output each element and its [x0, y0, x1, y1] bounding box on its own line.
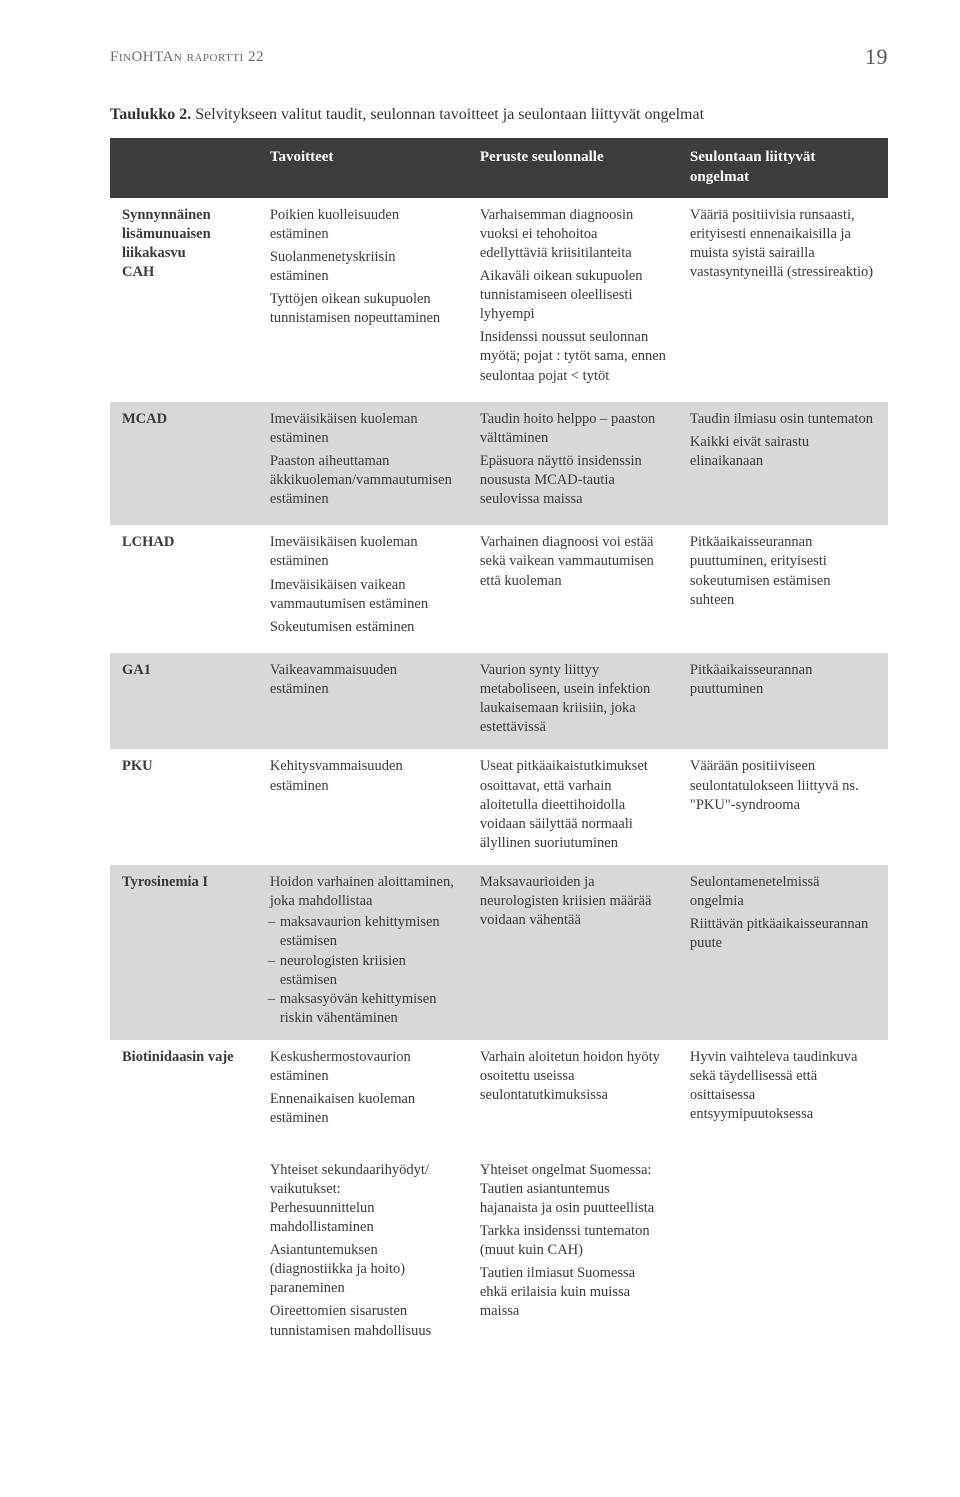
cell-tavoitteet: Poikien kuolleisuuden estäminen Suolanme…: [258, 198, 468, 402]
row-tyrosinemia: Tyrosinemia I Hoidon varhainen aloittami…: [110, 865, 888, 1040]
lead-text: Hoidon varhainen aloittaminen, joka mahd…: [270, 873, 456, 911]
list-item: Asiantuntemuksen (diagnostiikka ja hoito…: [270, 1241, 456, 1298]
list-item: Tyttöjen oikean sukupuolen tunnistamisen…: [270, 290, 456, 328]
cell-peruste: Yhteiset ongelmat Suomessa: Tautien asia…: [468, 1145, 678, 1357]
running-title: FinOHTAn raportti 22: [110, 49, 264, 66]
cell-name: Synnynnäinen lisämunuaisen liikakasvu CA…: [110, 198, 258, 402]
list-item: Tarkka insidenssi tuntematon (muut kuin …: [480, 1222, 666, 1260]
cell-name: PKU: [110, 749, 258, 865]
col-tavoitteet: Tavoitteet: [258, 138, 468, 198]
list-item: Seulontamenetelmissä ongelmia: [690, 873, 876, 911]
col-ongelmat: Seulontaan liittyvät ongelmat: [678, 138, 888, 198]
cell-peruste: Varhaisemman diagnoosin vuoksi ei tehoho…: [468, 198, 678, 402]
cell-ongelmat: [678, 1145, 888, 1357]
caption-text: Selvitykseen valitut taudit, seulonnan t…: [195, 106, 704, 123]
cell-ongelmat: Väärään positiiviseen seulontatulokseen …: [678, 749, 888, 865]
list-item: Imeväisikäisen kuoleman estäminen: [270, 533, 456, 571]
list-item: Taudin hoito helppo – paaston välttämine…: [480, 410, 666, 448]
list-item: neurologisten kriisien estämisen: [280, 952, 456, 990]
table-header-row: Tavoitteet Peruste seulonnalle Seulontaa…: [110, 138, 888, 198]
row-cah: Synnynnäinen lisämunuaisen liikakasvu CA…: [110, 198, 888, 402]
screening-table: Tavoitteet Peruste seulonnalle Seulontaa…: [110, 138, 888, 1357]
page: FinOHTAn raportti 22 19 Taulukko 2. Selv…: [0, 0, 960, 1497]
cell-name: [110, 1145, 258, 1357]
list-item: maksavaurion kehittymisen estämisen: [280, 913, 456, 951]
cell-peruste: Taudin hoito helppo – paaston välttämine…: [468, 402, 678, 526]
label: Synnynnäinen: [122, 206, 246, 225]
list-item: Tautien ilmiasut Suomessa ehkä erilaisia…: [480, 1264, 666, 1321]
caption-label: Taulukko 2.: [110, 106, 191, 123]
cell-tavoitteet: Yhteiset sekundaarihyödyt/ vaikutukset: …: [258, 1145, 468, 1357]
label: CAH: [122, 263, 246, 282]
cell-ongelmat: Seulontamenetelmissä ongelmia Riittävän …: [678, 865, 888, 1040]
cell-peruste: Varhainen diagnoosi voi estää sekä vaike…: [468, 525, 678, 653]
cell-peruste: Vaurion synty liittyy metaboliseen, usei…: [468, 653, 678, 750]
list-item: Ennenaikaisen kuoleman estäminen: [270, 1090, 456, 1128]
cell-tavoitteet: Imeväisikäisen kuoleman estäminen Paasto…: [258, 402, 468, 526]
list-item: Aikaväli oikean sukupuolen tunnistamisee…: [480, 267, 666, 324]
cell-ongelmat: Pitkäaikaisseurannan puuttuminen: [678, 653, 888, 750]
cell-tavoitteet: Imeväisikäisen kuoleman estäminen Imeväi…: [258, 525, 468, 653]
list-item: Varhaisemman diagnoosin vuoksi ei tehoho…: [480, 206, 666, 263]
cell-name: GA1: [110, 653, 258, 750]
row-ga1: GA1 Vaikeavammaisuuden estäminen Vaurion…: [110, 653, 888, 750]
list-item: Kaikki eivät sairastu elinaikanaan: [690, 433, 876, 471]
list-item: Poikien kuolleisuuden estäminen: [270, 206, 456, 244]
cell-name: LCHAD: [110, 525, 258, 653]
list-item: Paaston aiheuttaman äkkikuoleman/vammaut…: [270, 452, 456, 509]
cell-peruste: Maksavaurioiden ja neurologisten kriisie…: [468, 865, 678, 1040]
list-item: maksasyövän kehittymisen riskin vähentäm…: [280, 990, 456, 1028]
list-item: Keskushermostovaurion estäminen: [270, 1048, 456, 1086]
page-number: 19: [865, 44, 888, 70]
list-item: Imeväisikäisen vaikean vammautumisen est…: [270, 576, 456, 614]
list-item: Imeväisikäisen kuoleman estäminen: [270, 410, 456, 448]
list-item: Epäsuora näyttö insidenssin noususta MCA…: [480, 452, 666, 509]
cell-tavoitteet: Kehitysvammaisuuden estäminen: [258, 749, 468, 865]
cell-ongelmat: Hyvin vaihteleva taudinkuva sekä täydell…: [678, 1040, 888, 1145]
lead-text: Yhteiset ongelmat Suomessa:: [480, 1161, 666, 1180]
cell-peruste: Varhain aloitetun hoidon hyöty osoitettu…: [468, 1040, 678, 1145]
list-item: Perhesuunnittelun mahdollistaminen: [270, 1199, 456, 1237]
row-mcad: MCAD Imeväisikäisen kuoleman estäminen P…: [110, 402, 888, 526]
cell-name: MCAD: [110, 402, 258, 526]
running-header: FinOHTAn raportti 22 19: [110, 44, 888, 70]
cell-peruste: Useat pitkäaikaistutkimukset osoittavat,…: [468, 749, 678, 865]
list-item: Taudin ilmiasu osin tuntematon: [690, 410, 876, 429]
label: lisämunuaisen: [122, 225, 246, 244]
list-item: Suolanmenetyskriisin estäminen: [270, 248, 456, 286]
cell-name: Biotinidaasin vaje: [110, 1040, 258, 1145]
list-item: Oireettomien sisarusten tunnistamisen ma…: [270, 1302, 456, 1340]
list-item: Riittävän pitkäaikaisseurannan puute: [690, 915, 876, 953]
col-blank: [110, 138, 258, 198]
col-peruste: Peruste seulonnalle: [468, 138, 678, 198]
list-item: Tautien asiantuntemus hajanaista ja osin…: [480, 1180, 666, 1218]
list-item: Insidenssi noussut seulonnan myötä; poja…: [480, 328, 666, 385]
cell-ongelmat: Vääriä positiivisia runsaasti, erityises…: [678, 198, 888, 402]
label: liikakasvu: [122, 244, 246, 263]
cell-tavoitteet: Keskushermostovaurion estäminen Ennenaik…: [258, 1040, 468, 1145]
row-pku: PKU Kehitysvammaisuuden estäminen Useat …: [110, 749, 888, 865]
cell-name: Tyrosinemia I: [110, 865, 258, 1040]
row-biotinidaasi: Biotinidaasin vaje Keskushermostovaurion…: [110, 1040, 888, 1145]
row-summary: Yhteiset sekundaarihyödyt/ vaikutukset: …: [110, 1145, 888, 1357]
cell-ongelmat: Pitkäaikaisseurannan puuttuminen, erityi…: [678, 525, 888, 653]
list-item: Sokeutumisen estäminen: [270, 618, 456, 637]
table-caption: Taulukko 2. Selvitykseen valitut taudit,…: [110, 106, 888, 124]
row-lchad: LCHAD Imeväisikäisen kuoleman estäminen …: [110, 525, 888, 653]
cell-tavoitteet: Hoidon varhainen aloittaminen, joka mahd…: [258, 865, 468, 1040]
cell-ongelmat: Taudin ilmiasu osin tuntematon Kaikki ei…: [678, 402, 888, 526]
cell-tavoitteet: Vaikeavammaisuuden estäminen: [258, 653, 468, 750]
lead-text: Yhteiset sekundaarihyödyt/ vaikutukset:: [270, 1161, 456, 1199]
